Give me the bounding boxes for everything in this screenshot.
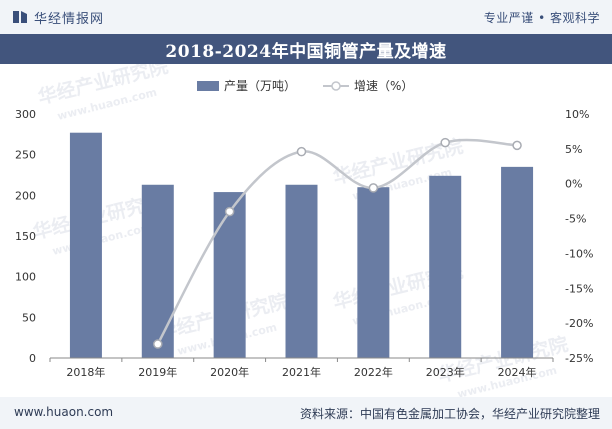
bar [285,184,318,358]
brand[interactable]: 华经情报网 [12,8,105,27]
x-tick-label: 2020年 [210,365,249,379]
brand-tagline: 专业严谨 • 客观科学 [483,11,600,25]
legend-bar-swatch [197,81,219,91]
y-left-tick-label: 0 [29,352,36,365]
y-right-tick-label: 0% [565,178,582,191]
y-left-tick-label: 150 [15,230,36,243]
growth-point [224,206,235,217]
brand-name: 华经情报网 [34,11,105,27]
x-tick-label: 2019年 [138,365,177,379]
logo-icon [13,11,27,23]
y-right-tick-label: -15% [565,282,593,295]
y-right-tick-label: -20% [565,317,593,330]
bar [429,175,462,358]
top-header-bar: 华经情报网 专业严谨 • 客观科学 [0,0,612,34]
legend-line-label: 增速（%） [354,79,413,93]
bar [213,192,246,358]
chart: 华经产业研究院www.huaon.com华经产业研究院www.huaon.com… [15,64,593,397]
y-right-tick-label: -5% [565,213,586,226]
y-left-tick-label: 100 [15,271,36,284]
x-tick-label: 2018年 [66,365,105,379]
y-left-tick-label: 200 [15,189,36,202]
chart-title: 2018-2024年中国铜管产量及增速 [165,41,447,62]
y-left-tick-label: 300 [15,108,36,121]
footer-bar: www.huaon.com 资料来源：中国有色金属加工协会，华经产业研究院整理 [0,397,612,429]
legend-line-marker [331,81,341,91]
title-bar: 2018-2024年中国铜管产量及增速 [0,34,612,64]
footer-source: 资料来源：中国有色金属加工协会，华经产业研究院整理 [299,407,600,421]
bar [141,184,174,358]
y-right-tick-label: -25% [565,352,593,365]
x-tick-label: 2022年 [354,365,393,379]
legend-bar-label: 产量（万吨） [224,79,296,93]
bar [69,132,102,358]
growth-point [512,140,522,151]
y-right-tick-label: 5% [565,143,582,156]
x-tick-label: 2024年 [498,365,537,379]
y-left-tick-label: 50 [22,311,36,324]
growth-point [440,137,450,148]
growth-point [153,339,163,349]
growth-point [368,183,379,193]
x-tick-label: 2021年 [282,365,321,379]
y-right-tick-label: -10% [565,247,593,260]
y-left-tick-label: 250 [15,149,36,162]
bar [357,187,390,358]
growth-point [296,146,307,157]
x-tick-label: 2023年 [426,365,465,379]
bar [501,166,534,358]
footer-site-link[interactable]: www.huaon.com [14,405,114,419]
y-right-tick-label: 10% [565,108,589,121]
